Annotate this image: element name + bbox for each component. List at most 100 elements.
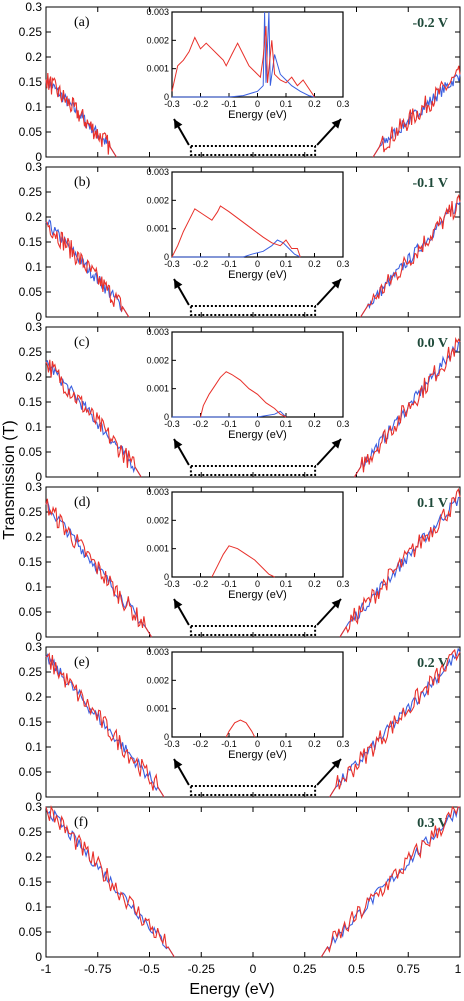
zoom-arrow-head [331,759,341,769]
y-tick-label: 0.1 [25,100,42,114]
zoom-region-box [189,305,317,316]
panel-label: (d) [74,495,91,510]
bias-label: -0.2 V [412,16,448,31]
zoom-arrow-head [174,759,183,770]
y-tick-label: 0.15 [19,715,43,729]
y-tick-label: 0.1 [25,260,42,274]
inset-x-tick-label: 0.2 [308,419,321,429]
inset: 0 0.001 0.002 0.003 -0.3 -0.2 -0.1 0 0.1 0.2 0.3 En… [146,487,349,601]
inset-series-blue [172,239,301,258]
inset-y-tick-label: 0.001 [146,704,169,714]
panels: 0 0.05 0.1 0.15 0.2 0.25 0.3 (a) -0.2 V 0 0.001 0.0… [19,0,461,964]
inset: 0 0.001 0.002 0.003 -0.3 -0.2 -0.1 0 0.1 0.2 0.3 En… [146,327,349,441]
inset-x-tick-label: 0.1 [280,579,293,589]
x-tick-label: -0.5 [139,962,160,976]
y-tick-label: 0 [35,950,42,964]
x-tick-labels: -1 -0.75 -0.5 -0.25 0 0.25 0.5 0.75 1 [41,962,462,976]
inset-x-tick-label: -0.3 [164,419,180,429]
panel-label: (b) [74,175,91,190]
inset-x-axis-label: Energy (eV) [228,589,287,601]
inset-x-tick-label: 0.1 [280,739,293,749]
inset-x-tick-label: -0.2 [193,579,209,589]
inset-y-tick-label: 0.003 [146,487,169,497]
inset-x-tick-label: -0.2 [193,739,209,749]
series-blue-right [329,647,461,798]
inset-frame [171,11,344,98]
x-tick-label: -0.25 [188,962,216,976]
bias-label: 0.3 V [417,816,448,831]
y-tick-label: 0.05 [19,605,43,619]
zoom-region-box [189,145,317,156]
inset-x-tick-label: -0.2 [193,419,209,429]
panel-4: 0 0.05 0.1 0.15 0.2 0.25 0.3 (d) 0.1 V 0 0.001 0.00… [19,480,461,644]
inset-x-tick-label: 0 [255,739,260,749]
inset-x-axis-label: Energy (eV) [228,269,287,281]
y-tick-label: 0.15 [19,395,43,409]
inset-x-tick-label: 0.1 [280,259,293,269]
series-blue-left [45,219,130,318]
y-tick-label: 0.1 [25,900,42,914]
inset-x-tick-label: 0.2 [308,739,321,749]
x-tick-label: 0.25 [293,962,317,976]
inset-y-tick-label: 0.002 [146,195,169,205]
inset-x-tick-label: 0 [255,579,260,589]
x-tick-label: 1 [455,962,462,976]
series-blue-right [320,806,461,958]
series-red-right [320,805,460,958]
series-red-left [45,498,153,638]
inset-series-red [225,719,256,738]
panel-5: 0 0.05 0.1 0.15 0.2 0.25 0.3 (e) 0.2 V 0 0.001 0.00… [19,640,461,804]
x-tick-label: 0.75 [397,962,421,976]
inset: 0 0.001 0.002 0.003 -0.3 -0.2 -0.1 0 0.1 0.2 0.3 En… [146,7,349,121]
y-tick-label: 0 [35,150,42,164]
y-tick-label: 0.15 [19,75,43,89]
panel-2: 0 0.05 0.1 0.15 0.2 0.25 0.3 (b) -0.1 V 0 0.001 0.0… [19,160,461,324]
y-tick-label: 0.1 [25,420,42,434]
panel-6: 0 0.05 0.1 0.15 0.2 0.25 0.3 (f) 0.3 V [19,800,461,964]
y-tick-label: 0 [35,470,42,484]
inset-y-tick-label: 0.001 [146,384,169,394]
bias-label: 0.0 V [417,336,448,351]
y-tick-label: 0.05 [19,445,43,459]
inset-x-tick-label: 0.3 [337,259,350,269]
zoom-arrow-head [174,599,183,610]
panel-3: 0 0.05 0.1 0.15 0.2 0.25 0.3 (c) 0.0 V 0 0.001 0.00… [19,320,461,484]
zoom-arrow-head [174,279,183,290]
zoom-arrow-head [174,439,183,450]
y-tick-label: 0.15 [19,235,43,249]
inset-series-red [171,205,301,258]
inset-frame [171,491,344,578]
series-red-right [339,487,461,638]
series-red-left [45,72,117,158]
series-red-left [45,652,165,798]
inset-x-tick-label: 0.1 [280,99,293,109]
inset-series-red [171,26,315,98]
y-tick-label: 0.2 [25,210,42,224]
y-tick-label: 0.3 [25,320,42,334]
inset-x-tick-label: -0.1 [221,99,237,109]
zoom-arrow-head [174,119,183,130]
inset-y-tick-label: 0.003 [146,647,169,657]
inset: 0 0.001 0.002 0.003 -0.3 -0.2 -0.1 0 0.1 0.2 0.3 En… [146,647,349,761]
y-tick-label: 0.3 [25,640,42,654]
series-blue-left [45,806,175,958]
y-tick-label: 0.15 [19,875,43,889]
zoom-arrow-head [331,279,341,289]
inset-x-tick-label: -0.1 [221,579,237,589]
y-tick-label: 0.1 [25,580,42,594]
inset-y-tick-label: 0 [164,732,169,742]
inset-x-axis-label: Energy (eV) [228,109,287,121]
x-tick-label: -0.75 [84,962,112,976]
inset-x-tick-label: -0.3 [164,99,180,109]
inset-x-axis-label: Energy (eV) [228,429,287,441]
y-tick-label: 0.25 [19,665,43,679]
y-tick-label: 0.25 [19,345,43,359]
inset-y-tick-label: 0.001 [146,64,169,74]
inset-y-tick-label: 0.002 [146,355,169,365]
y-tick-label: 0.3 [25,160,42,174]
bias-label: -0.1 V [412,176,448,191]
y-tick-label: 0.3 [25,480,42,494]
x-axis-label: Energy (eV) [189,981,274,998]
y-tick-label: 0.3 [25,0,42,14]
